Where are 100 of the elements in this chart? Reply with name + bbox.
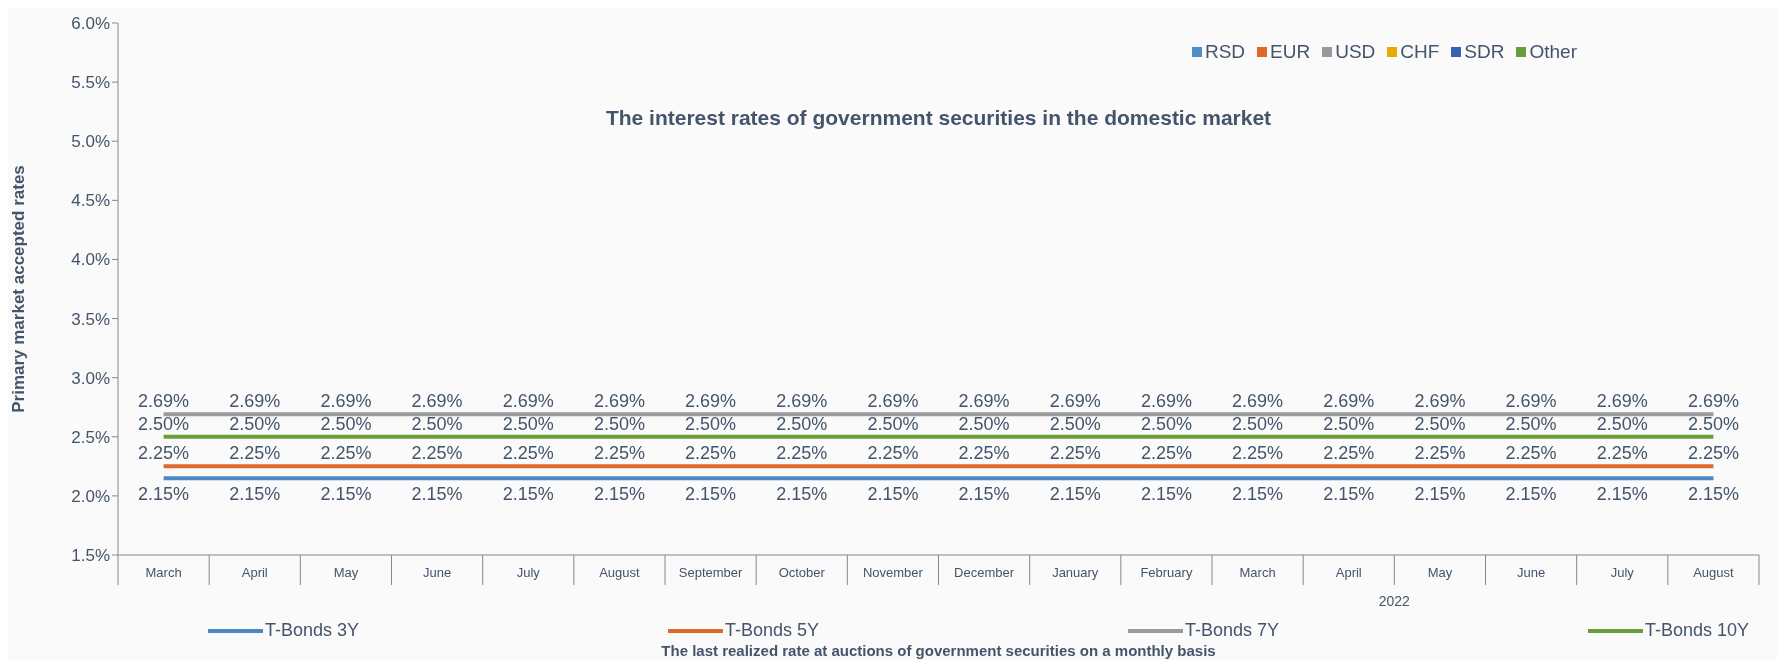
data-label: 2.15% [320, 484, 372, 505]
data-label: 2.25% [776, 443, 828, 464]
y-tick-label: 2.0% [71, 486, 110, 506]
data-label: 2.15% [685, 484, 737, 505]
data-label: 2.15% [502, 484, 554, 505]
data-label: 2.50% [776, 413, 828, 434]
data-label: 2.25% [1140, 443, 1192, 464]
data-label: 2.50% [411, 413, 463, 434]
data-label: 2.69% [411, 391, 463, 412]
data-label: 2.50% [1049, 413, 1101, 434]
x-tick-label: May [333, 565, 359, 580]
data-label: 2.69% [138, 391, 190, 412]
x-tick-label: February [1140, 565, 1193, 580]
x-tick-label: August [1693, 565, 1735, 580]
data-label: 2.50% [1323, 413, 1375, 434]
x-tick-label: April [1335, 565, 1362, 580]
data-label: 2.25% [1596, 443, 1648, 464]
x-tick-label: September [678, 565, 744, 580]
data-label: 2.15% [867, 484, 919, 505]
text: 2022 [1377, 593, 1411, 609]
x-tick-label: January [1052, 565, 1099, 580]
y-axis-title: Primary market accepted rates [9, 165, 29, 413]
data-label: 2.15% [1232, 484, 1284, 505]
data-label: 2.69% [685, 391, 737, 412]
data-label: 2.69% [320, 391, 372, 412]
data-label: 2.69% [1140, 391, 1192, 412]
data-label: 2.50% [1414, 413, 1466, 434]
x-tick-label: May [1427, 565, 1453, 580]
data-label: 2.69% [776, 391, 828, 412]
y-tick-label: 1.5% [71, 546, 110, 566]
data-label: 2.15% [593, 484, 645, 505]
data-label: 2.25% [138, 443, 190, 464]
data-label: 2.69% [1323, 391, 1375, 412]
data-label: 2.15% [776, 484, 828, 505]
text: The interest rates of government securities in the domestic market [604, 106, 1273, 130]
y-tick-label: 5.5% [71, 73, 110, 93]
x-tick-label: August [599, 565, 641, 580]
data-label: 2.15% [1140, 484, 1192, 505]
data-label: 2.69% [229, 391, 281, 412]
x-tick-label: July [1610, 565, 1635, 580]
y-tick-label: 5.0% [71, 132, 110, 152]
data-label: 2.69% [1414, 391, 1466, 412]
data-label: 2.50% [1140, 413, 1192, 434]
data-label: 2.25% [1414, 443, 1466, 464]
data-label: 2.69% [1596, 391, 1648, 412]
legend-label: EUR [1269, 41, 1311, 63]
data-label: 2.25% [320, 443, 372, 464]
data-label: 2.25% [1505, 443, 1557, 464]
data-label: 2.15% [229, 484, 281, 505]
data-label: 2.25% [1232, 443, 1284, 464]
data-label: 2.15% [1414, 484, 1466, 505]
x-tick-label: April [241, 565, 268, 580]
x-tick-label: March [145, 565, 182, 580]
data-label: 2.50% [593, 413, 645, 434]
data-label: 2.50% [1596, 413, 1648, 434]
legend-label: T-Bonds 5Y [723, 620, 820, 641]
x-tick-label: November [862, 565, 924, 580]
data-label: 2.69% [1049, 391, 1101, 412]
data-label: 2.15% [138, 484, 190, 505]
data-label: 2.15% [958, 484, 1010, 505]
data-label: 2.69% [958, 391, 1010, 412]
data-label: 2.15% [1505, 484, 1557, 505]
legend-label: T-Bonds 7Y [1183, 620, 1279, 641]
x-tick-label: March [1239, 565, 1276, 580]
legend-label: T-Bonds 10Y [1643, 620, 1749, 641]
y-tick-label: 2.5% [71, 427, 110, 447]
data-label: 2.15% [1687, 484, 1739, 505]
x-tick-label: July [516, 565, 541, 580]
legend-label: SDR [1463, 41, 1505, 63]
data-label: 2.50% [320, 413, 372, 434]
legend-label: RSD [1203, 41, 1246, 63]
data-label: 2.25% [1687, 443, 1739, 464]
data-label: 2.50% [867, 413, 919, 434]
x-tick-label: October [778, 565, 826, 580]
data-label: 2.69% [1232, 391, 1284, 412]
data-label: 2.25% [229, 443, 281, 464]
data-label: 2.50% [138, 413, 190, 434]
data-label: 2.15% [1596, 484, 1648, 505]
data-label: 2.69% [867, 391, 919, 412]
data-label: 2.69% [502, 391, 554, 412]
data-label: 2.25% [1323, 443, 1375, 464]
y-tick-label: 4.5% [71, 191, 110, 211]
data-label: 2.69% [593, 391, 645, 412]
data-label: 2.25% [593, 443, 645, 464]
y-tick-label: 3.0% [71, 368, 110, 388]
y-tick-label: 4.0% [71, 250, 110, 270]
data-label: 2.50% [229, 413, 281, 434]
y-tick-label: 6.0% [71, 14, 110, 34]
y-tick-label: 3.5% [71, 309, 110, 329]
data-label: 2.25% [867, 443, 919, 464]
legend-label: Other [1528, 41, 1577, 63]
legend-label: T-Bonds 3Y [264, 620, 360, 641]
data-label: 2.25% [685, 443, 737, 464]
data-label: 2.69% [1687, 391, 1739, 412]
data-label: 2.50% [1232, 413, 1284, 434]
x-axis-title: The last realized rate at auctions of government securities on a monthly basis [660, 642, 1217, 659]
legend-label: CHF [1399, 41, 1440, 63]
x-tick-label: December [954, 565, 1015, 580]
data-label: 2.25% [502, 443, 554, 464]
data-label: 2.69% [1505, 391, 1557, 412]
